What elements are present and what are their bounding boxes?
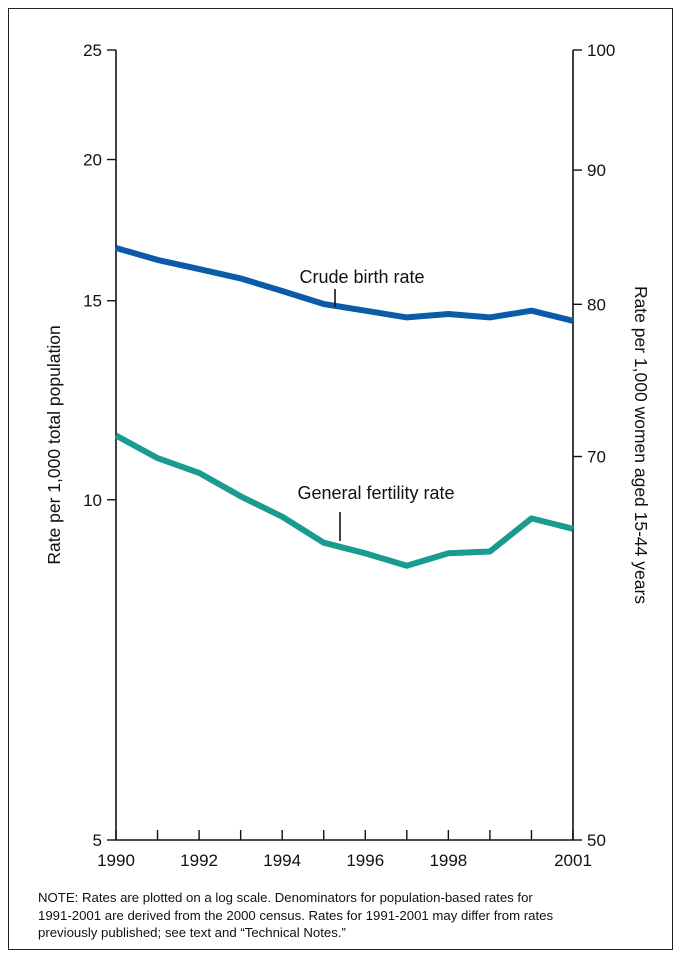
left-tick-label: 15 [83,292,102,311]
right-tick-label: 70 [587,448,606,467]
x-tick-label: 1992 [180,851,218,870]
series-group [114,245,574,569]
chart-note: NOTE: Rates are plotted on a log scale. … [38,889,658,942]
series-line-2 [114,432,574,569]
series-label-1: Crude birth rate [299,267,424,287]
right-tick-label: 50 [587,831,606,850]
x-tick-label: 2001 [554,851,592,870]
left-axis-title: Rate per 1,000 total population [44,325,64,564]
note-line-3: previously published; see text and “Tech… [38,925,346,940]
right-axis-title: Rate per 1,000 women aged 15-44 years [631,286,651,604]
left-tick-label: 20 [83,151,102,170]
x-tick-label: 1998 [429,851,467,870]
series-line-1 [115,245,574,324]
labels-group: Rate per 1,000 total population Rate per … [44,267,651,604]
left-tick-label: 25 [83,41,102,60]
note-line-2: 1991-2001 are derived from the 2000 cens… [38,907,554,923]
axes-group: 1990 1992 1994 1996 1998 2001 5 10 15 20 25 50 70 80 9… [83,41,615,870]
figure-frame [8,8,673,950]
x-tick-label: 1994 [263,851,301,870]
right-tick-label: 100 [587,41,615,60]
left-tick-label: 10 [83,491,102,510]
left-tick-label: 5 [93,831,102,850]
right-tick-label: 90 [587,161,606,180]
right-tick-label: 80 [587,295,606,314]
series-label-2: General fertility rate [297,483,454,503]
x-tick-label: 1996 [346,851,384,870]
x-tick-label: 1990 [97,851,135,870]
note-line-1: NOTE: Rates are plotted on a log scale. … [38,890,533,905]
